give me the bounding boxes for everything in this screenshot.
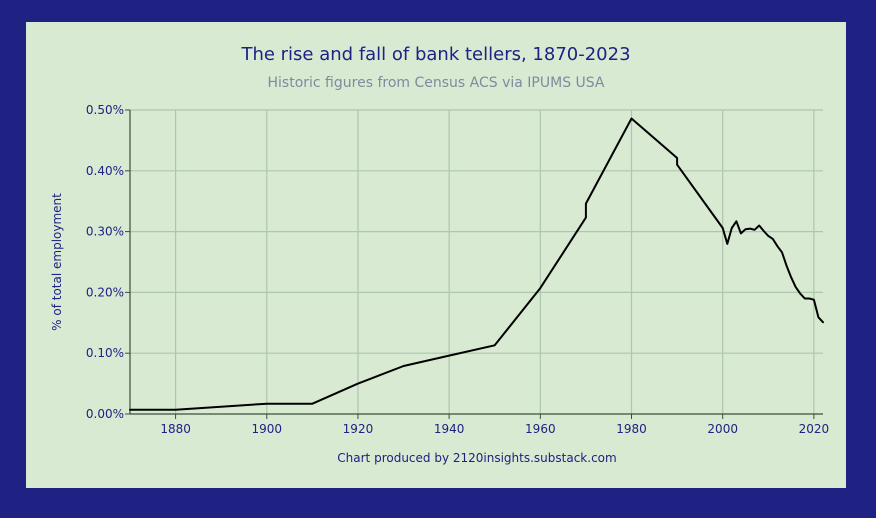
x-tick-label: 1900 [252, 422, 283, 436]
y-tick-label: 0.10% [86, 346, 124, 360]
x-tick-label: 1940 [434, 422, 465, 436]
axes [125, 109, 823, 419]
y-tick-label: 0.00% [86, 407, 124, 421]
chart-subtitle: Historic figures from Census ACS via IPU… [268, 75, 605, 91]
x-tick-label: 1880 [160, 422, 191, 436]
chart-title: The rise and fall of bank tellers, 1870-… [240, 44, 630, 65]
x-tick-label: 2000 [707, 422, 738, 436]
chart-svg: The rise and fall of bank tellers, 1870-… [50, 44, 829, 465]
x-tick-label: 1920 [343, 422, 374, 436]
y-tick-label: 0.30% [86, 225, 124, 239]
y-tick-label: 0.20% [86, 285, 124, 299]
series-line-0 [129, 117, 824, 411]
chart-credit: Chart produced by 2120insights.substack.… [337, 451, 616, 465]
y-tick-label: 0.40% [86, 164, 124, 178]
tick-labels: 0.00% 0.10% 0.20% 0.30% 0.40% 0.50% 1880 1900 19… [86, 103, 829, 436]
x-tick-label: 2020 [799, 422, 830, 436]
x-tick-label: 1980 [616, 422, 647, 436]
grid-lines [130, 109, 823, 414]
y-axis-label: % of total employment [50, 193, 64, 331]
chart-frame: The rise and fall of bank tellers, 1870-… [26, 22, 846, 488]
y-tick-label: 0.50% [86, 103, 124, 117]
series-lines [129, 117, 824, 411]
x-tick-label: 1960 [525, 422, 556, 436]
